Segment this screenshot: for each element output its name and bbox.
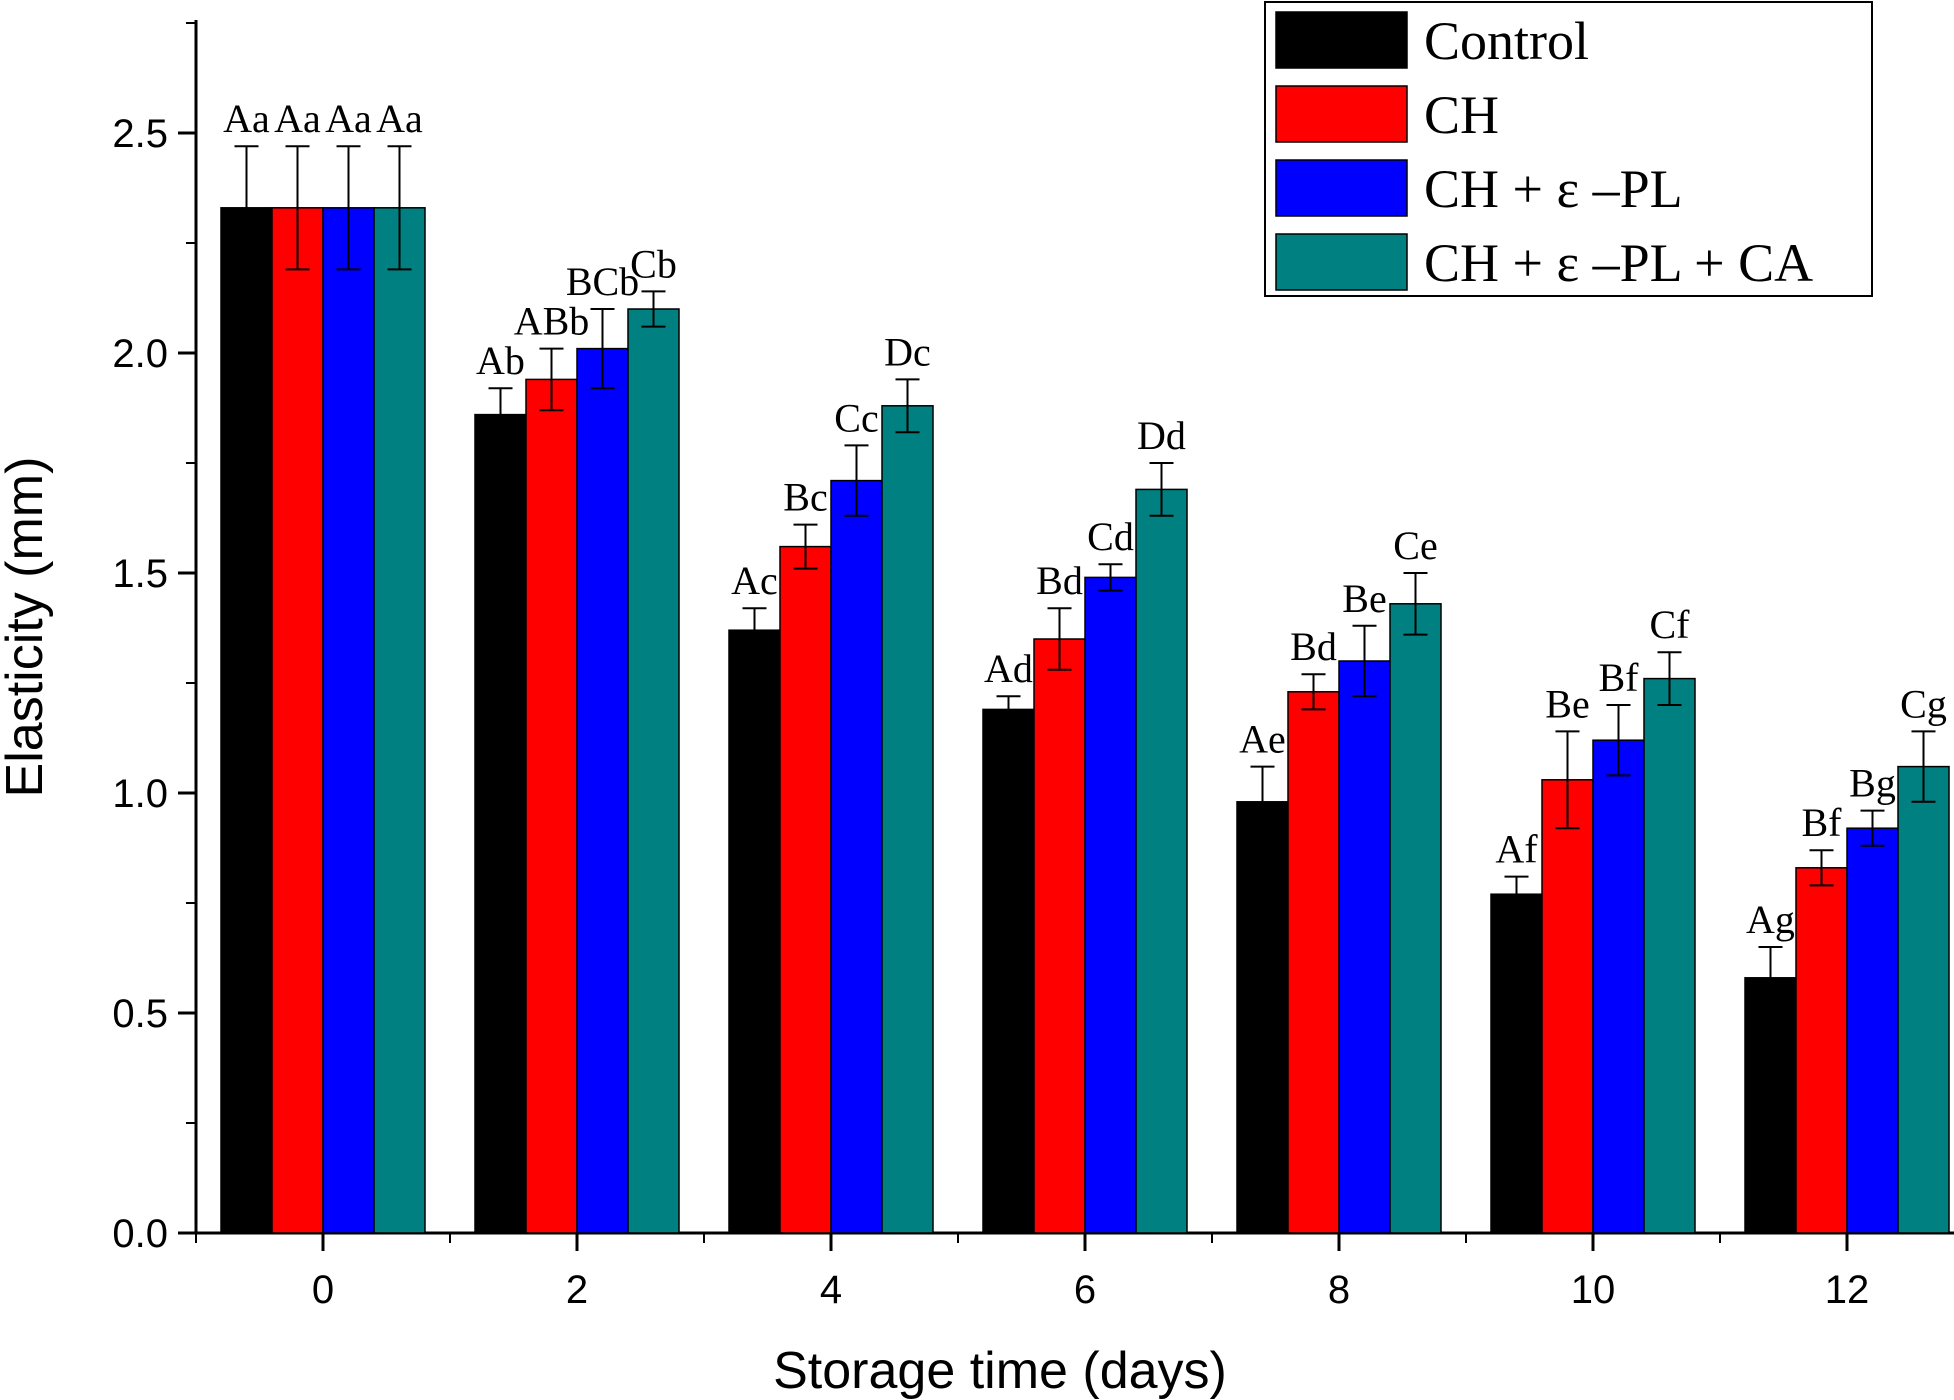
bar-significance-label: Aa bbox=[376, 96, 423, 141]
bar-significance-label: Be bbox=[1342, 576, 1386, 621]
legend-label: CH + ε –PL + CA bbox=[1424, 233, 1813, 293]
bar bbox=[1287, 691, 1340, 1234]
y-tick-label: 0.0 bbox=[112, 1212, 168, 1256]
x-axis-title: Storage time (days) bbox=[773, 1342, 1227, 1400]
bar bbox=[1033, 638, 1086, 1234]
bar-significance-label: Dc bbox=[884, 329, 931, 374]
bar bbox=[474, 413, 527, 1234]
legend-swatch bbox=[1275, 85, 1408, 143]
bar bbox=[1135, 488, 1188, 1234]
y-ticks: 0.0 0.5 1.0 1.5 2.0 2.5 bbox=[112, 22, 196, 1256]
bar-significance-label: Ac bbox=[731, 558, 778, 603]
x-tick-label: 2 bbox=[566, 1268, 588, 1312]
x-tick-label: 10 bbox=[1571, 1268, 1616, 1312]
legend: Control CH CH + ε –PL CH + ε –PL + CA bbox=[1264, 1, 1873, 297]
bar-significance-label: Bc bbox=[783, 475, 827, 520]
bar-significance-label: Ab bbox=[476, 338, 525, 383]
bar bbox=[525, 378, 578, 1234]
bar-significance-label: Ad bbox=[984, 646, 1033, 691]
bar bbox=[1490, 893, 1543, 1234]
bar-significance-label: Ce bbox=[1393, 523, 1437, 568]
bar-significance-label: ABb bbox=[514, 299, 590, 344]
bar-significance-label: Aa bbox=[223, 96, 270, 141]
bar-significance-label: Aa bbox=[325, 96, 372, 141]
bar bbox=[271, 207, 324, 1234]
x-tick-label: 0 bbox=[312, 1268, 334, 1312]
bar bbox=[322, 207, 375, 1234]
bar bbox=[1897, 765, 1950, 1234]
legend-label: Control bbox=[1424, 11, 1589, 71]
y-axis-title: Elasticity (mm) bbox=[0, 457, 54, 798]
bar bbox=[1744, 977, 1797, 1234]
x-tick-label: 4 bbox=[820, 1268, 842, 1312]
bar bbox=[1389, 603, 1442, 1234]
legend-swatch bbox=[1275, 159, 1408, 217]
bar bbox=[881, 405, 934, 1234]
bar-significance-label: Aa bbox=[274, 96, 321, 141]
bar-significance-label: Bf bbox=[1599, 655, 1640, 700]
bar bbox=[576, 347, 629, 1234]
bar bbox=[1084, 576, 1137, 1234]
x-ticks: 0 2 4 6 8 10 12 bbox=[195, 1233, 1870, 1312]
y-tick-label: 1.5 bbox=[112, 552, 168, 596]
y-tick-label: 2.0 bbox=[112, 332, 168, 376]
x-tick-label: 12 bbox=[1825, 1268, 1870, 1312]
bar-significance-label: Cd bbox=[1087, 514, 1134, 559]
legend-swatch bbox=[1275, 233, 1408, 291]
y-tick-label: 1.0 bbox=[112, 772, 168, 816]
x-tick-label: 8 bbox=[1328, 1268, 1350, 1312]
bar bbox=[627, 308, 680, 1234]
legend-label: CH bbox=[1424, 85, 1499, 145]
bar-significance-label: Cb bbox=[630, 241, 677, 286]
bar-significance-label: Be bbox=[1545, 681, 1589, 726]
legend-swatch bbox=[1275, 11, 1408, 69]
y-tick-label: 0.5 bbox=[112, 992, 168, 1036]
bar bbox=[373, 207, 426, 1234]
bar-significance-label: Ae bbox=[1239, 717, 1286, 762]
bar-significance-label: Bf bbox=[1802, 800, 1843, 845]
bar-labels: AaAbAcAdAeAfAgAaABbBcBdBdBeBfAaBCbCcCdBe… bbox=[223, 96, 1947, 942]
bar bbox=[830, 479, 883, 1234]
legend-label: CH + ε –PL bbox=[1424, 159, 1683, 219]
bar bbox=[220, 207, 273, 1234]
error-bars bbox=[234, 145, 1936, 1010]
bar-significance-label: Bd bbox=[1290, 624, 1337, 669]
y-tick-label: 2.5 bbox=[112, 112, 168, 156]
bar-significance-label: Ag bbox=[1746, 897, 1795, 942]
bar-significance-label: Bd bbox=[1036, 558, 1083, 603]
bar-significance-label: Af bbox=[1495, 827, 1538, 872]
bars bbox=[220, 207, 1950, 1234]
bar bbox=[1795, 867, 1848, 1234]
bar-significance-label: Bg bbox=[1849, 761, 1896, 806]
bar-significance-label: Cc bbox=[834, 395, 878, 440]
bar bbox=[1592, 739, 1645, 1234]
bar-significance-label: Cg bbox=[1900, 681, 1947, 726]
bar-significance-label: Cf bbox=[1650, 602, 1691, 647]
bar bbox=[1338, 660, 1391, 1234]
bar bbox=[779, 545, 832, 1234]
bar bbox=[982, 708, 1035, 1234]
x-tick-label: 6 bbox=[1074, 1268, 1096, 1312]
bar bbox=[1643, 677, 1696, 1234]
bar bbox=[1541, 779, 1594, 1234]
bar bbox=[1236, 801, 1289, 1234]
bar-significance-label: BCb bbox=[566, 259, 639, 304]
bar bbox=[1846, 827, 1899, 1234]
bar-significance-label: Dd bbox=[1137, 413, 1186, 458]
bar bbox=[728, 629, 781, 1234]
